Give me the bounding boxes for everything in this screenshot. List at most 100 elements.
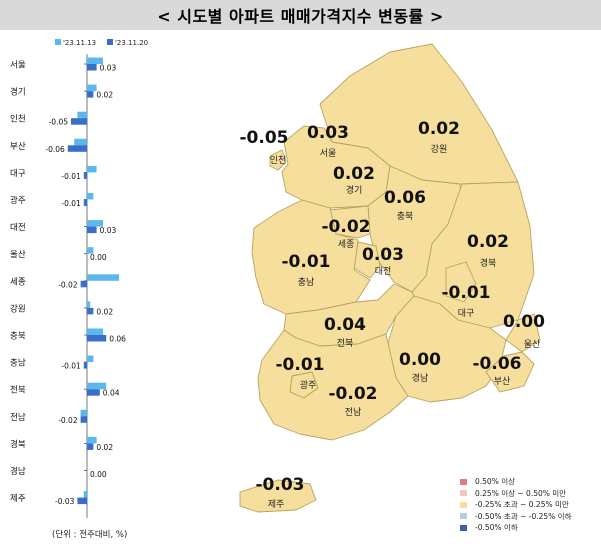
- category-label: 대전: [10, 222, 26, 233]
- bar-prev: [87, 165, 97, 173]
- bar-prev: [87, 328, 103, 335]
- category-label: 대구: [10, 169, 26, 179]
- value-label: -0.01: [61, 362, 81, 371]
- region-name: 경기: [346, 184, 363, 196]
- category-label: 울산: [10, 249, 26, 260]
- bar-prev: [87, 274, 119, 281]
- region-shape: [485, 351, 535, 393]
- value-label: -0.02: [58, 416, 78, 425]
- bar-curr: [87, 307, 94, 315]
- value-label: -0.01: [61, 199, 81, 208]
- title-bar: < 시도별 아파트 매매가격지수 변동률 >: [0, 0, 601, 30]
- category-label: 충북: [10, 332, 26, 342]
- value-label: 0.06: [109, 335, 126, 344]
- region-name: 충남: [298, 277, 315, 288]
- bar-curr: [87, 389, 100, 396]
- bar-curr: [87, 226, 97, 234]
- color-legend-label: 0.50% 이상: [475, 477, 516, 487]
- value-label: 0.03: [100, 226, 117, 235]
- chart-title: < 시도별 아파트 매매가격지수 변동률 >: [157, 7, 444, 26]
- bar-curr: [67, 145, 87, 152]
- region-name: 전북: [337, 338, 354, 349]
- bar-curr: [87, 335, 107, 342]
- bar-curr: [83, 172, 87, 179]
- region-value: -0.03: [256, 475, 305, 495]
- bar-curr: [80, 280, 87, 288]
- bar-prev: [74, 138, 87, 146]
- region-shape: [251, 199, 371, 315]
- unit-note: (단위 : 전주대비, %): [52, 530, 128, 540]
- category-label: 세종: [10, 277, 26, 287]
- color-legend-swatch: [460, 513, 467, 520]
- category-label: 광주: [10, 195, 26, 206]
- color-legend-label: -0.50% 초과 ~ -0.25% 이하: [475, 511, 572, 521]
- region-name: 대전: [375, 266, 392, 277]
- region-value: -0.01: [442, 283, 491, 303]
- bar-prev: [77, 111, 87, 119]
- bar-prev: [87, 355, 94, 363]
- region-value: 0.00: [399, 350, 441, 370]
- category-label: 서울: [10, 61, 26, 71]
- color-legend-swatch: [460, 478, 467, 485]
- legend-swatch-0: [55, 39, 61, 45]
- category-label: 경남: [10, 466, 26, 477]
- bar-curr: [87, 91, 94, 98]
- bar-prev: [87, 436, 97, 444]
- legend-label-1: '23.11.20: [115, 39, 148, 47]
- value-label: -0.02: [58, 280, 78, 289]
- region-value: 0.04: [324, 315, 366, 335]
- color-legend-item: -0.25% 초과 ~ 0.25% 미만: [460, 499, 600, 511]
- bar-prev: [87, 84, 97, 92]
- bar-prev: [87, 247, 94, 254]
- bar-curr: [77, 497, 87, 505]
- bar-curr: [87, 443, 94, 450]
- value-label: -0.01: [61, 172, 81, 181]
- value-label: 0.02: [96, 307, 113, 316]
- color-legend-label: 0.25% 이상 ~ 0.50% 미만: [475, 488, 567, 498]
- region-name: 서울: [320, 148, 337, 159]
- region-name: 전남: [345, 407, 362, 418]
- bar-prev: [83, 491, 87, 498]
- category-label: 경기: [10, 87, 26, 98]
- region-shape: [269, 149, 287, 171]
- category-label: 전북: [10, 385, 26, 396]
- bar-curr: [87, 64, 97, 71]
- bar-prev: [87, 301, 91, 308]
- color-legend-label: -0.50% 이하: [475, 523, 518, 533]
- bar-chart: '23.11.13 '23.11.20 서울 0.03 경기 0.02 인천 -0.05 부산 -…: [10, 39, 148, 518]
- color-legend-item: 0.50% 이상: [460, 476, 600, 488]
- region-value: 0.03: [307, 123, 349, 143]
- value-label: -0.03: [55, 497, 75, 506]
- value-label: 0.00: [90, 253, 107, 262]
- region-shape: [445, 261, 477, 303]
- value-label: -0.05: [49, 118, 69, 127]
- value-label: 0.02: [96, 443, 113, 452]
- legend-swatch-1: [107, 39, 113, 45]
- color-legend-item: -0.50% 초과 ~ -0.25% 이하: [460, 511, 600, 523]
- region-value: 0.02: [333, 164, 375, 184]
- bar-curr: [71, 118, 87, 125]
- category-label: 전남: [10, 412, 26, 423]
- region-name: 대구: [458, 308, 475, 319]
- region-value: 0.02: [418, 119, 460, 139]
- region-value: 0.03: [362, 245, 404, 265]
- region-shape: [239, 479, 317, 513]
- bar-prev: [80, 409, 87, 417]
- category-label: 부산: [10, 141, 26, 152]
- region-name: 울산: [524, 339, 541, 350]
- color-legend-swatch: [460, 524, 467, 531]
- bar-prev: [87, 57, 103, 64]
- value-label: 0.04: [103, 389, 120, 398]
- region-value: -0.02: [322, 217, 371, 237]
- color-legend-item: -0.50% 이하: [460, 522, 600, 534]
- bar-prev: [87, 220, 103, 227]
- category-label: 경북: [10, 439, 26, 450]
- region-name: 광주: [300, 379, 317, 391]
- bar-curr: [80, 416, 87, 423]
- category-label: 충남: [10, 359, 26, 369]
- bar-prev: [87, 382, 107, 390]
- region-name: 강원: [431, 144, 448, 155]
- value-label: 0.03: [100, 64, 117, 73]
- region-name: 충북: [397, 211, 414, 222]
- bar-curr: [83, 362, 87, 369]
